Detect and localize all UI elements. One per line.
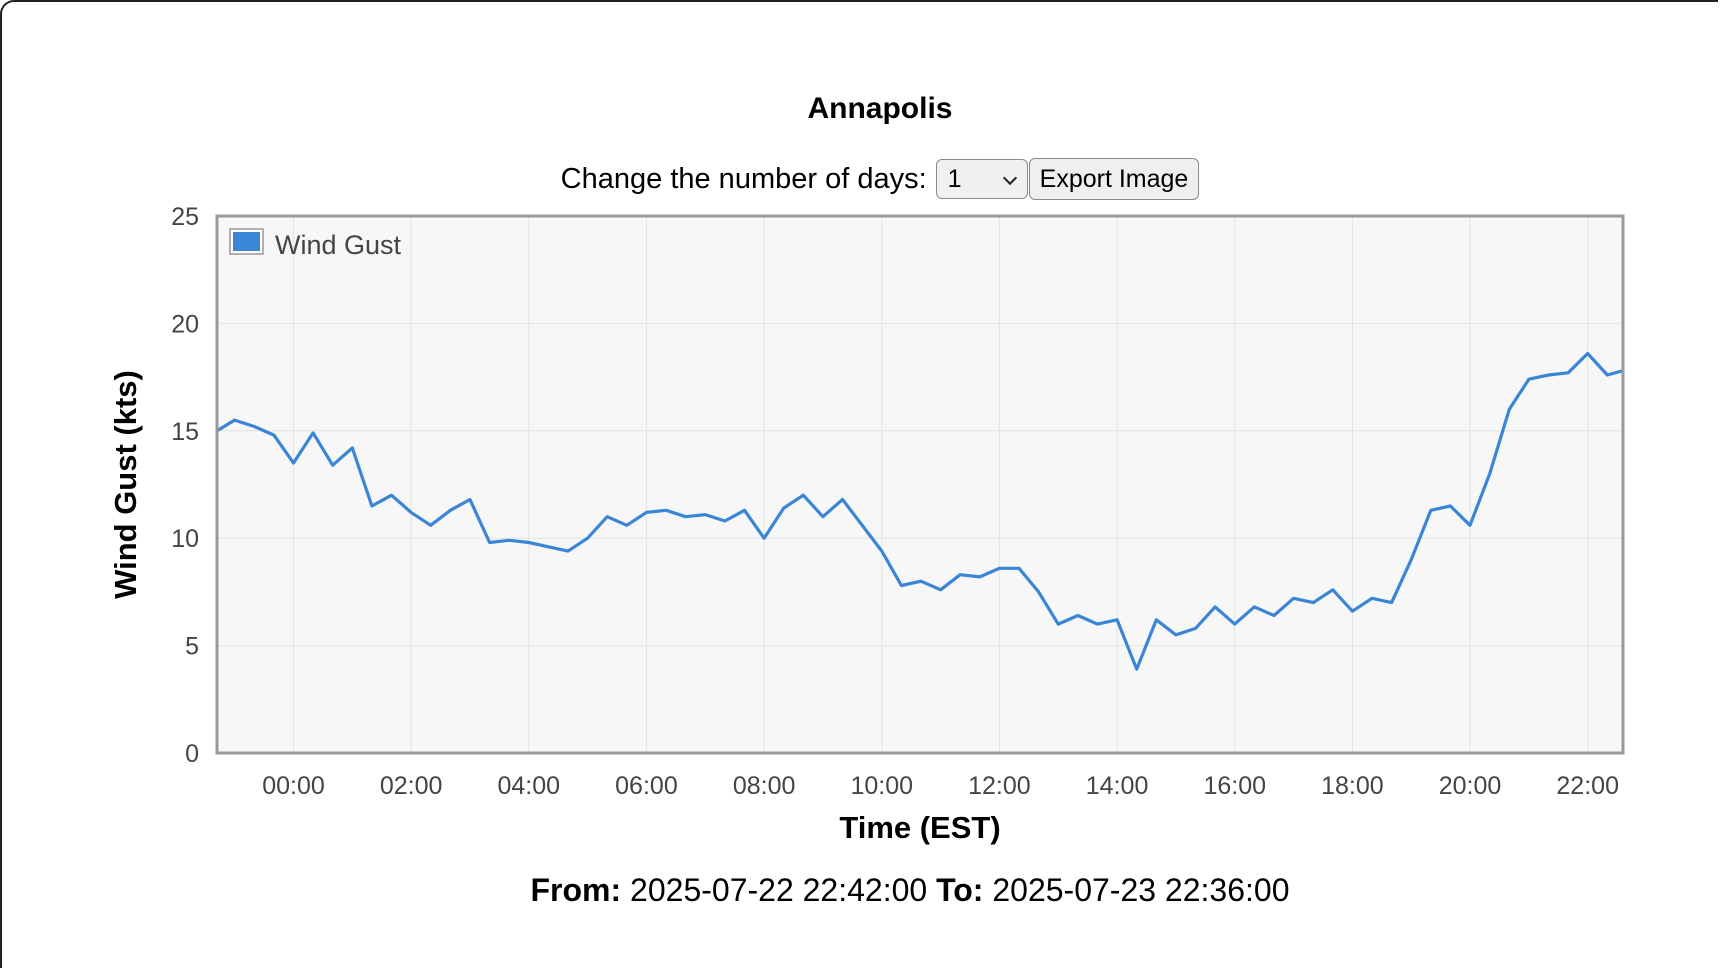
y-tick-label: 15 bbox=[171, 418, 199, 446]
from-label: From: bbox=[530, 872, 622, 908]
x-tick-label: 14:00 bbox=[1086, 772, 1149, 800]
x-tick-label: 18:00 bbox=[1321, 772, 1384, 800]
days-select[interactable]: 1 bbox=[935, 159, 1028, 199]
x-tick-label: 16:00 bbox=[1203, 772, 1266, 800]
y-tick-label: 25 bbox=[171, 203, 199, 231]
x-tick-label: 02:00 bbox=[380, 772, 443, 800]
x-tick-label: 20:00 bbox=[1439, 772, 1502, 800]
x-tick-label: 08:00 bbox=[733, 772, 796, 800]
y-tick-label: 5 bbox=[185, 633, 199, 661]
plot-background bbox=[217, 216, 1623, 753]
y-tick-label: 20 bbox=[171, 310, 199, 338]
x-tick-label: 04:00 bbox=[498, 772, 561, 800]
from-value: 2025-07-22 22:42:00 bbox=[630, 872, 928, 908]
y-axis-title: Wind Gust (kts) bbox=[108, 370, 143, 599]
x-axis-title: Time (EST) bbox=[839, 810, 1000, 845]
x-tick-label: 22:00 bbox=[1556, 772, 1619, 800]
x-tick-label: 00:00 bbox=[262, 772, 325, 800]
export-image-button[interactable]: Export Image bbox=[1028, 158, 1200, 200]
days-select-value: 1 bbox=[947, 164, 962, 193]
controls-row: Change the number of days: 1 Export Imag… bbox=[0, 158, 1720, 200]
x-tick-label: 12:00 bbox=[968, 772, 1031, 800]
chart-title: Annapolis bbox=[807, 92, 953, 125]
days-label: Change the number of days: bbox=[560, 162, 927, 195]
y-tick-label: 0 bbox=[185, 740, 199, 768]
to-label: To: bbox=[936, 872, 984, 908]
legend-label: Wind Gust bbox=[275, 230, 402, 260]
date-range: From: 2025-07-22 22:42:00 To: 2025-07-23… bbox=[0, 872, 1720, 909]
to-value: 2025-07-23 22:36:00 bbox=[992, 872, 1290, 908]
plot-border bbox=[215, 214, 1625, 755]
legend-swatch bbox=[233, 232, 260, 251]
y-tick-label: 10 bbox=[171, 525, 199, 553]
x-tick-label: 06:00 bbox=[615, 772, 678, 800]
x-tick-label: 10:00 bbox=[850, 772, 913, 800]
